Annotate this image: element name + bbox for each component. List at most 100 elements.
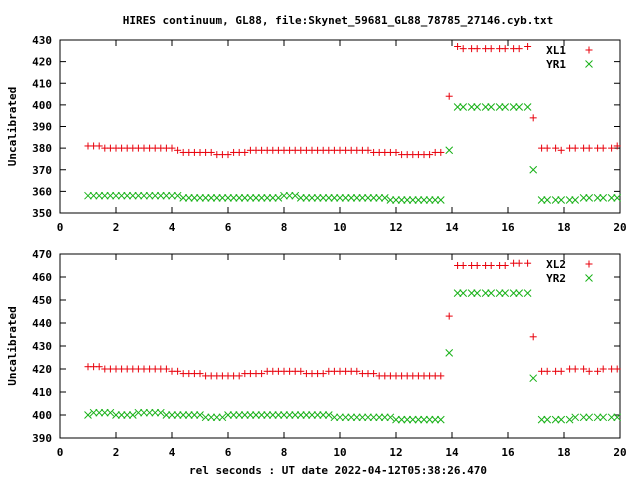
- data-point: [196, 411, 204, 419]
- data-point: [145, 408, 154, 417]
- y-tick-label: 440: [32, 317, 52, 330]
- y-tick-label: 400: [32, 99, 52, 112]
- data-point: [274, 194, 283, 202]
- data-point: [123, 411, 132, 419]
- data-point: [501, 103, 510, 111]
- data-point: [436, 196, 445, 204]
- data-point: [445, 146, 454, 155]
- y-tick-label: 410: [32, 386, 52, 399]
- y-tick-label: 400: [32, 409, 52, 422]
- data-point: [319, 411, 328, 419]
- data-point: [397, 196, 406, 204]
- data-point: [297, 367, 305, 375]
- data-point: [252, 411, 260, 419]
- data-point: [403, 196, 412, 204]
- data-point: [453, 289, 462, 297]
- data-point: [128, 411, 137, 419]
- data-point: [336, 194, 344, 202]
- data-point: [235, 372, 243, 380]
- data-point: [347, 413, 356, 422]
- data-point: [607, 194, 616, 202]
- data-point: [571, 413, 580, 422]
- series-XL1: [84, 42, 621, 159]
- data-point: [128, 191, 137, 200]
- data-point: [184, 194, 193, 202]
- data-point: [308, 194, 316, 202]
- y-tick-label: 470: [32, 248, 52, 261]
- data-point: [599, 194, 608, 202]
- legend-marker: [585, 260, 593, 268]
- data-point: [319, 194, 328, 202]
- data-point: [579, 194, 588, 202]
- data-point: [571, 365, 579, 373]
- legend-marker: [585, 60, 593, 68]
- data-point: [173, 411, 182, 419]
- data-point: [201, 413, 210, 422]
- x-tick-label: 14: [445, 446, 459, 459]
- x-tick-label: 14: [445, 221, 459, 234]
- data-point: [89, 408, 98, 417]
- data-point: [524, 42, 532, 50]
- data-point: [608, 144, 616, 152]
- data-point: [179, 194, 188, 202]
- data-point: [473, 45, 481, 53]
- data-point: [543, 415, 552, 424]
- data-point: [473, 262, 481, 269]
- data-point: [207, 413, 216, 422]
- data-point: [431, 196, 440, 204]
- x-tick-label: 16: [501, 221, 515, 234]
- data-point: [594, 367, 602, 375]
- legend-label: YR2: [546, 272, 566, 285]
- x-tick-label: 4: [169, 221, 176, 234]
- data-point: [565, 415, 574, 424]
- x-tick-label: 18: [557, 221, 570, 234]
- data-point: [585, 367, 593, 375]
- data-point: [257, 194, 266, 202]
- y-tick-label: 430: [32, 34, 52, 47]
- data-point: [369, 413, 378, 422]
- data-point: [324, 411, 333, 419]
- data-point: [280, 411, 288, 419]
- data-point: [100, 408, 109, 417]
- data-point: [459, 45, 467, 53]
- data-point: [481, 103, 490, 111]
- data-point: [375, 194, 384, 202]
- data-point: [196, 194, 204, 202]
- data-point: [95, 408, 104, 417]
- series-YR1: [84, 103, 622, 204]
- data-point: [607, 413, 616, 422]
- y-axis-label: Uncalibrated: [6, 87, 19, 166]
- y-tick-label: 350: [32, 207, 52, 220]
- data-point: [207, 194, 216, 202]
- data-point: [84, 411, 92, 419]
- data-point: [487, 103, 496, 111]
- data-point: [403, 415, 412, 424]
- y-tick-label: 450: [32, 294, 52, 307]
- series-XL2: [84, 259, 621, 380]
- bottom-panel: 0 2 4 6 8 10 12 14 16 18 20 390 400 410 420 430 440 450 46…: [6, 248, 627, 459]
- data-point: [302, 411, 311, 419]
- data-point: [529, 374, 538, 383]
- y-tick-label: 380: [32, 142, 52, 155]
- plot-frame: [59, 39, 621, 214]
- data-point: [386, 196, 395, 204]
- data-point: [207, 148, 215, 156]
- data-point: [580, 365, 588, 373]
- x-tick-label: 0: [57, 446, 64, 459]
- data-point: [296, 411, 305, 419]
- data-point: [218, 194, 227, 202]
- data-point: [543, 144, 551, 152]
- data-point: [537, 415, 546, 424]
- plot-frame: [59, 253, 621, 439]
- data-point: [515, 45, 523, 53]
- data-point: [557, 415, 566, 424]
- data-point: [459, 289, 468, 297]
- x-tick-label: 20: [613, 446, 626, 459]
- chart-title: HIRES continuum, GL88, file:Skynet_59681…: [123, 14, 553, 27]
- data-point: [140, 408, 148, 417]
- data-point: [184, 411, 193, 419]
- data-point: [257, 411, 266, 419]
- data-point: [319, 370, 327, 378]
- data-point: [330, 194, 339, 202]
